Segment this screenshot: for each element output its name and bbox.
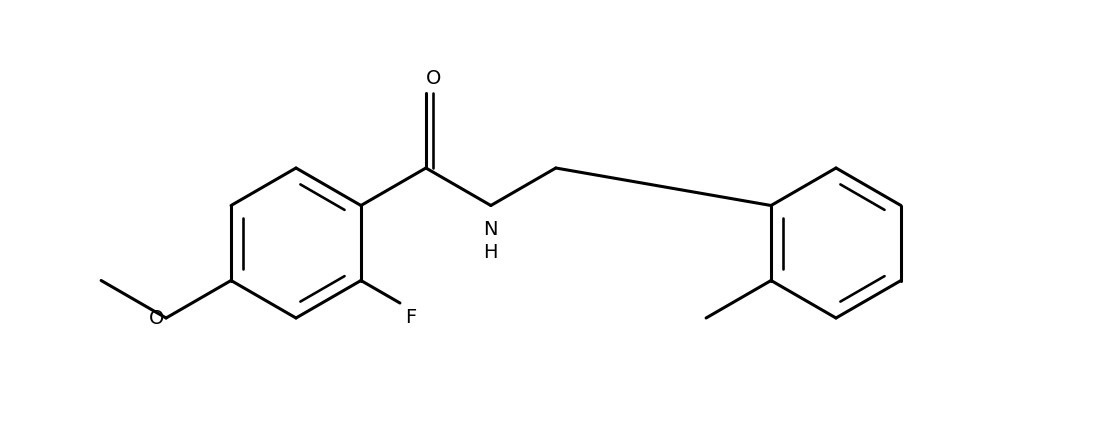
Text: F: F (404, 308, 417, 327)
Text: N
H: N H (484, 220, 498, 262)
Text: O: O (425, 69, 441, 88)
Text: O: O (149, 309, 164, 327)
